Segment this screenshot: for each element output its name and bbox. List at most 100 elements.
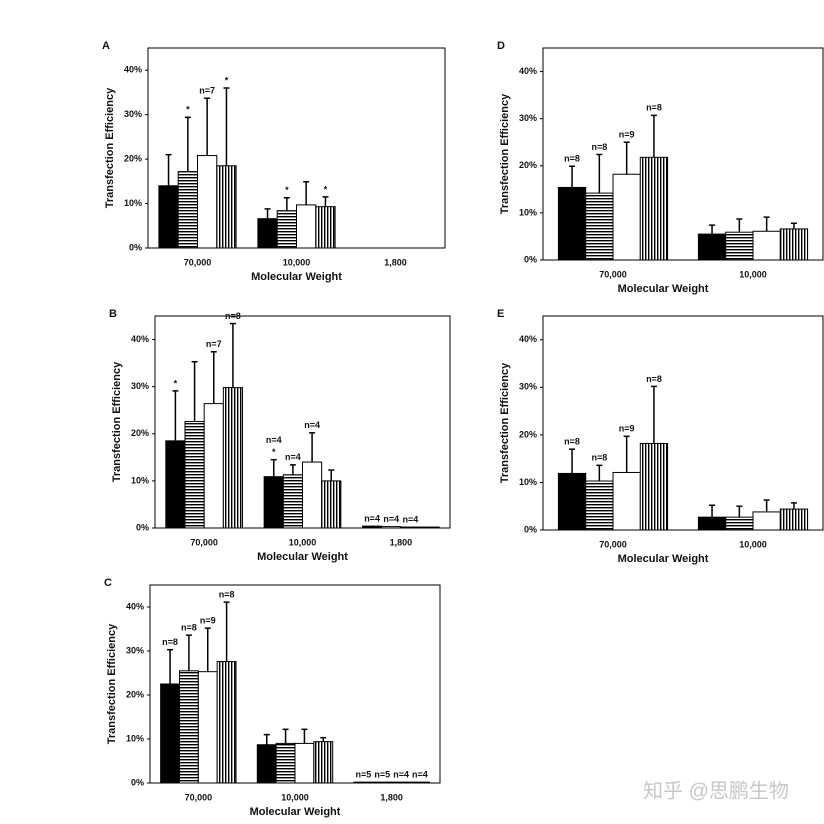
y-tick-label: 0%: [524, 524, 537, 534]
annotation: n=8: [219, 590, 235, 600]
bar: [697, 516, 727, 531]
bar: [321, 480, 342, 529]
plot-frame: [542, 47, 824, 261]
bar: [779, 228, 809, 261]
y-tick-label: 20%: [124, 153, 142, 163]
y-tick-label: 30%: [126, 645, 144, 655]
bar: [391, 781, 412, 784]
annotation: n=8: [591, 453, 607, 463]
annotation: n=8: [646, 374, 662, 384]
bar: [557, 472, 587, 531]
plot-frame: [542, 315, 824, 531]
y-tick-label: 10%: [131, 475, 149, 485]
panel-label: D: [497, 40, 505, 52]
annotation: n=8: [564, 154, 580, 164]
bar: [381, 526, 402, 529]
x-tick-label: 1,800: [380, 792, 403, 802]
x-tick-label: 70,000: [599, 269, 627, 279]
bar: [276, 210, 298, 249]
y-tick-label: 10%: [519, 207, 537, 217]
bar: [612, 173, 641, 261]
bar: [275, 742, 296, 784]
panel-label: A: [102, 40, 110, 52]
bar: [612, 471, 641, 531]
bar: [184, 421, 205, 529]
bar: [725, 516, 754, 531]
x-tick-label: 10,000: [281, 792, 309, 802]
annotation: *: [225, 75, 229, 85]
bar: [222, 387, 244, 529]
annotation: *: [186, 105, 190, 115]
bar: [779, 508, 809, 531]
bar: [585, 192, 614, 261]
x-axis-label: Molecular Weight: [251, 271, 342, 283]
annotation: n=9: [619, 130, 635, 140]
y-tick-label: 40%: [519, 334, 537, 344]
y-tick-label: 40%: [124, 65, 142, 75]
annotation: n=8: [181, 623, 197, 633]
panel-label: B: [109, 308, 117, 320]
y-tick-label: 40%: [519, 66, 537, 76]
y-tick-label: 0%: [131, 777, 144, 787]
y-axis-label: Transfection Efficiency: [499, 362, 511, 483]
y-tick-label: 20%: [519, 429, 537, 439]
bar: [697, 233, 727, 261]
bar: [197, 155, 218, 249]
x-axis-label: Molecular Weight: [250, 806, 341, 818]
x-tick-label: 10,000: [289, 537, 317, 547]
x-tick-label: 10,000: [739, 269, 767, 279]
y-tick-label: 0%: [524, 254, 537, 264]
bar: [197, 671, 218, 784]
y-tick-label: 20%: [126, 689, 144, 699]
bar: [165, 440, 186, 529]
annotation: n=9: [619, 424, 635, 434]
x-axis-label: Molecular Weight: [618, 553, 709, 565]
bar: [419, 526, 440, 529]
annotation: n=4: [285, 452, 301, 462]
y-axis-label: Transfection Efficiency: [104, 87, 116, 208]
y-tick-label: 10%: [519, 477, 537, 487]
y-axis-label: Transfection Efficiency: [499, 93, 511, 214]
y-tick-label: 0%: [136, 522, 149, 532]
annotation: *: [324, 184, 328, 194]
annotation: n=4: [266, 435, 282, 445]
panel-label: C: [104, 577, 112, 589]
y-tick-label: 40%: [131, 334, 149, 344]
panel-label: E: [497, 308, 504, 320]
bar: [216, 165, 237, 249]
y-axis-label: Transfection Efficiency: [111, 361, 123, 482]
bar: [557, 186, 587, 261]
bar: [216, 661, 237, 784]
bar: [296, 204, 317, 249]
bar: [410, 781, 430, 784]
y-tick-label: 20%: [131, 428, 149, 438]
annotation: n=9: [200, 615, 216, 625]
bar: [177, 171, 199, 249]
bar: [585, 480, 614, 531]
annotation: n=8: [564, 437, 580, 447]
annotation: *: [272, 447, 276, 457]
bar: [725, 231, 754, 261]
bar: [752, 511, 781, 531]
annotation: n=4: [403, 514, 419, 524]
x-axis-label: Molecular Weight: [618, 283, 709, 295]
bar: [361, 525, 383, 529]
bar: [203, 403, 224, 529]
watermark: 知乎 @思鹏生物: [643, 779, 789, 802]
annotation: n=8: [591, 142, 607, 152]
bar: [315, 206, 336, 249]
bar: [263, 476, 284, 529]
annotation: n=7: [206, 339, 222, 349]
annotation: n=5: [374, 769, 390, 779]
y-tick-label: 30%: [519, 382, 537, 392]
bar: [178, 670, 199, 784]
annotation: n=7: [199, 86, 215, 96]
bar: [257, 218, 278, 249]
bar: [294, 742, 315, 784]
annotation: n=5: [356, 769, 372, 779]
bar: [158, 185, 179, 249]
y-tick-label: 0%: [129, 242, 142, 252]
x-tick-label: 1,800: [390, 537, 413, 547]
annotation: n=4: [393, 769, 409, 779]
bar: [256, 744, 277, 784]
